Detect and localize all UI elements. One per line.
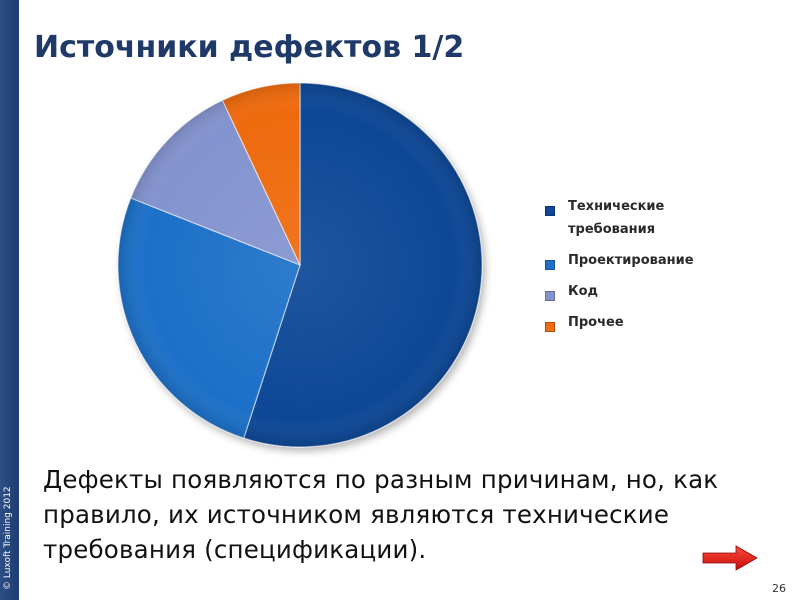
legend-swatch bbox=[545, 206, 555, 216]
legend-item-technical-requirements: Технические требования bbox=[545, 199, 725, 241]
legend: Технические требования Проектирование Ко… bbox=[545, 199, 725, 348]
legend-swatch bbox=[545, 291, 555, 301]
slide-title: Источники дефектов 1/2 bbox=[34, 30, 465, 65]
legend-item-design: Проектирование bbox=[545, 253, 725, 272]
slide-number: 26 bbox=[772, 582, 786, 595]
legend-swatch bbox=[545, 260, 555, 270]
arrow-right-icon[interactable] bbox=[702, 545, 758, 571]
legend-item-code: Код bbox=[545, 284, 725, 303]
side-strip: © Luxoft Training 2012 bbox=[0, 0, 19, 600]
legend-label: Проектирование bbox=[568, 253, 694, 268]
body-text: Дефекты появляются по разным причинам, н… bbox=[43, 465, 719, 564]
legend-label: Прочее bbox=[568, 315, 624, 330]
legend-item-other: Прочее bbox=[545, 315, 725, 334]
legend-swatch bbox=[545, 322, 555, 332]
legend-label: Код bbox=[568, 284, 599, 299]
legend-label: Технические требования bbox=[568, 199, 665, 237]
